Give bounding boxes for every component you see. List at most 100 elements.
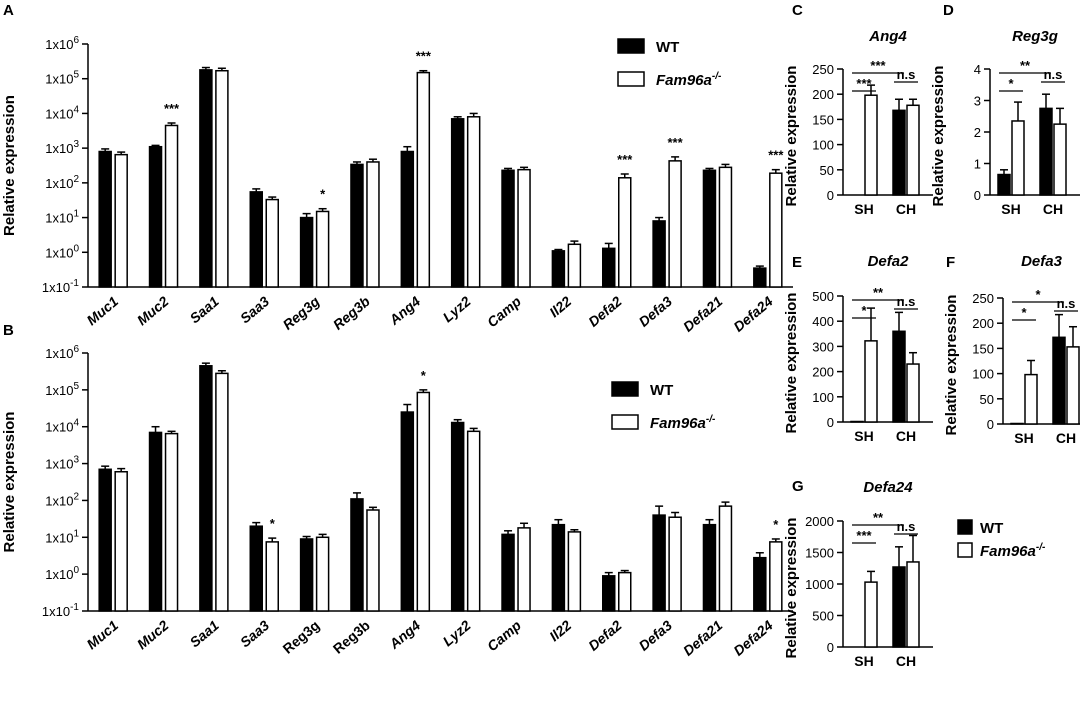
bar-ko bbox=[416, 71, 431, 288]
category-label: CH bbox=[896, 201, 916, 217]
y-tick-label: 500 bbox=[812, 289, 834, 304]
legend-swatch bbox=[611, 414, 639, 430]
y-tick-label: 1000 bbox=[805, 577, 834, 592]
y-tick-label: 1x104 bbox=[45, 418, 79, 435]
y-tick-label: 500 bbox=[812, 609, 834, 624]
category-label: SH bbox=[854, 428, 873, 444]
significance-label: n.s bbox=[897, 294, 916, 309]
bar-ko bbox=[567, 531, 582, 612]
bar-wt bbox=[551, 523, 566, 612]
y-tick-label: 1x102 bbox=[45, 174, 79, 191]
bar-ko bbox=[517, 527, 531, 612]
legend-swatch bbox=[957, 542, 973, 558]
bar-ko bbox=[114, 470, 128, 612]
panel-letter: D bbox=[943, 2, 954, 19]
y-tick-label: 1x105 bbox=[45, 381, 79, 398]
bar-ko bbox=[769, 541, 783, 612]
bar-ko bbox=[315, 210, 330, 288]
legend-swatch bbox=[617, 71, 645, 87]
category-label: Muc1 bbox=[83, 617, 121, 652]
bar-ko bbox=[864, 581, 878, 648]
panel-G: G Defa24 0 500 1000 1500 2000 Relative expressi… bbox=[783, 478, 1046, 669]
y-tick-label: 0 bbox=[987, 417, 994, 432]
y-tick-label: 1x10-1 bbox=[42, 278, 80, 295]
category-label: Defa2 bbox=[585, 617, 625, 654]
category-label: Ang4 bbox=[385, 617, 423, 653]
category-label: SH bbox=[854, 653, 873, 669]
y-tick-label: 200 bbox=[972, 316, 994, 331]
bar-ko bbox=[164, 124, 179, 288]
significance-label: * bbox=[270, 516, 276, 531]
y-axis-label: Relative expression bbox=[1, 95, 18, 236]
y-tick-label: 0 bbox=[827, 188, 834, 203]
bar-wt bbox=[1010, 422, 1024, 425]
bar-wt bbox=[400, 150, 415, 288]
panel-A: A 1x10-1 1x100 1x101 1x102 1x103 1x104 1x105 1x1… bbox=[1, 2, 793, 335]
y-tick-label: 150 bbox=[812, 112, 834, 127]
significance-label: *** bbox=[164, 101, 180, 116]
y-tick-label: 0 bbox=[827, 640, 834, 655]
bar-ko bbox=[618, 177, 632, 288]
significance-label: *** bbox=[668, 135, 684, 150]
significance-label: n.s bbox=[1057, 296, 1076, 311]
y-tick-label: 1x103 bbox=[45, 139, 79, 156]
category-label: Saa3 bbox=[237, 293, 272, 326]
bar-ko bbox=[164, 432, 179, 612]
legend-label: WT bbox=[980, 520, 1003, 537]
legend: WT Fam96a-/- bbox=[611, 381, 716, 432]
category-label: Saa3 bbox=[237, 617, 272, 650]
significance-label: * bbox=[1035, 287, 1041, 302]
bar-ko bbox=[906, 561, 920, 648]
bar-wt bbox=[350, 498, 364, 612]
bar-wt bbox=[299, 538, 314, 612]
bar-ko bbox=[668, 160, 682, 288]
bar-wt bbox=[652, 514, 666, 612]
y-tick-label: 50 bbox=[820, 163, 834, 178]
bar-wt bbox=[892, 566, 906, 648]
category-label: Lyz2 bbox=[439, 293, 473, 325]
significance-label: * bbox=[861, 303, 867, 318]
category-label: Saa1 bbox=[186, 293, 221, 326]
significance-label: * bbox=[421, 368, 427, 383]
y-tick-label: 1x106 bbox=[45, 344, 79, 361]
category-label: Defa24 bbox=[730, 293, 776, 335]
legend-label: Fam96a-/- bbox=[656, 71, 722, 89]
significance-label: n.s bbox=[897, 519, 916, 534]
bar-wt bbox=[753, 556, 767, 612]
legend-swatch bbox=[611, 381, 639, 397]
bar-wt bbox=[249, 525, 263, 612]
bar-ko bbox=[114, 153, 128, 288]
panel-title: Defa3 bbox=[1021, 253, 1063, 270]
significance-label: ** bbox=[873, 285, 884, 300]
bar-wt bbox=[850, 420, 864, 423]
category-label: Muc2 bbox=[134, 617, 172, 652]
category-label: Lyz2 bbox=[439, 617, 473, 649]
bar-ko bbox=[769, 172, 783, 288]
y-axis-label: Relative expression bbox=[783, 66, 800, 207]
bar-ko bbox=[315, 536, 330, 612]
panel-B: B 1x10-1 1x100 1x101 1x102 1x103 1x104 1x105 1x1… bbox=[1, 322, 793, 659]
y-axis-label: Relative expression bbox=[1, 412, 18, 553]
category-label: Defa3 bbox=[636, 293, 676, 330]
bar-ko bbox=[668, 516, 682, 612]
y-tick-label: 300 bbox=[812, 339, 834, 354]
bar-wt bbox=[501, 533, 515, 612]
category-label: SH bbox=[854, 201, 873, 217]
bar-ko bbox=[864, 94, 878, 196]
bar-wt bbox=[702, 523, 717, 612]
y-tick-label: 1x10-1 bbox=[42, 602, 80, 619]
category-label: Il22 bbox=[546, 293, 574, 320]
bar-ko bbox=[1053, 123, 1067, 196]
y-tick-label: 1x104 bbox=[45, 104, 79, 121]
panel-title: Reg3g bbox=[1012, 28, 1058, 45]
category-label: Defa21 bbox=[680, 617, 726, 659]
bar-wt bbox=[299, 216, 314, 288]
category-label: Saa1 bbox=[186, 617, 221, 650]
bar-ko bbox=[265, 541, 279, 612]
bar-ko bbox=[215, 372, 229, 612]
y-tick-label: 1x101 bbox=[45, 209, 79, 226]
significance-label: n.s bbox=[1044, 67, 1063, 82]
bar-ko bbox=[718, 505, 733, 612]
